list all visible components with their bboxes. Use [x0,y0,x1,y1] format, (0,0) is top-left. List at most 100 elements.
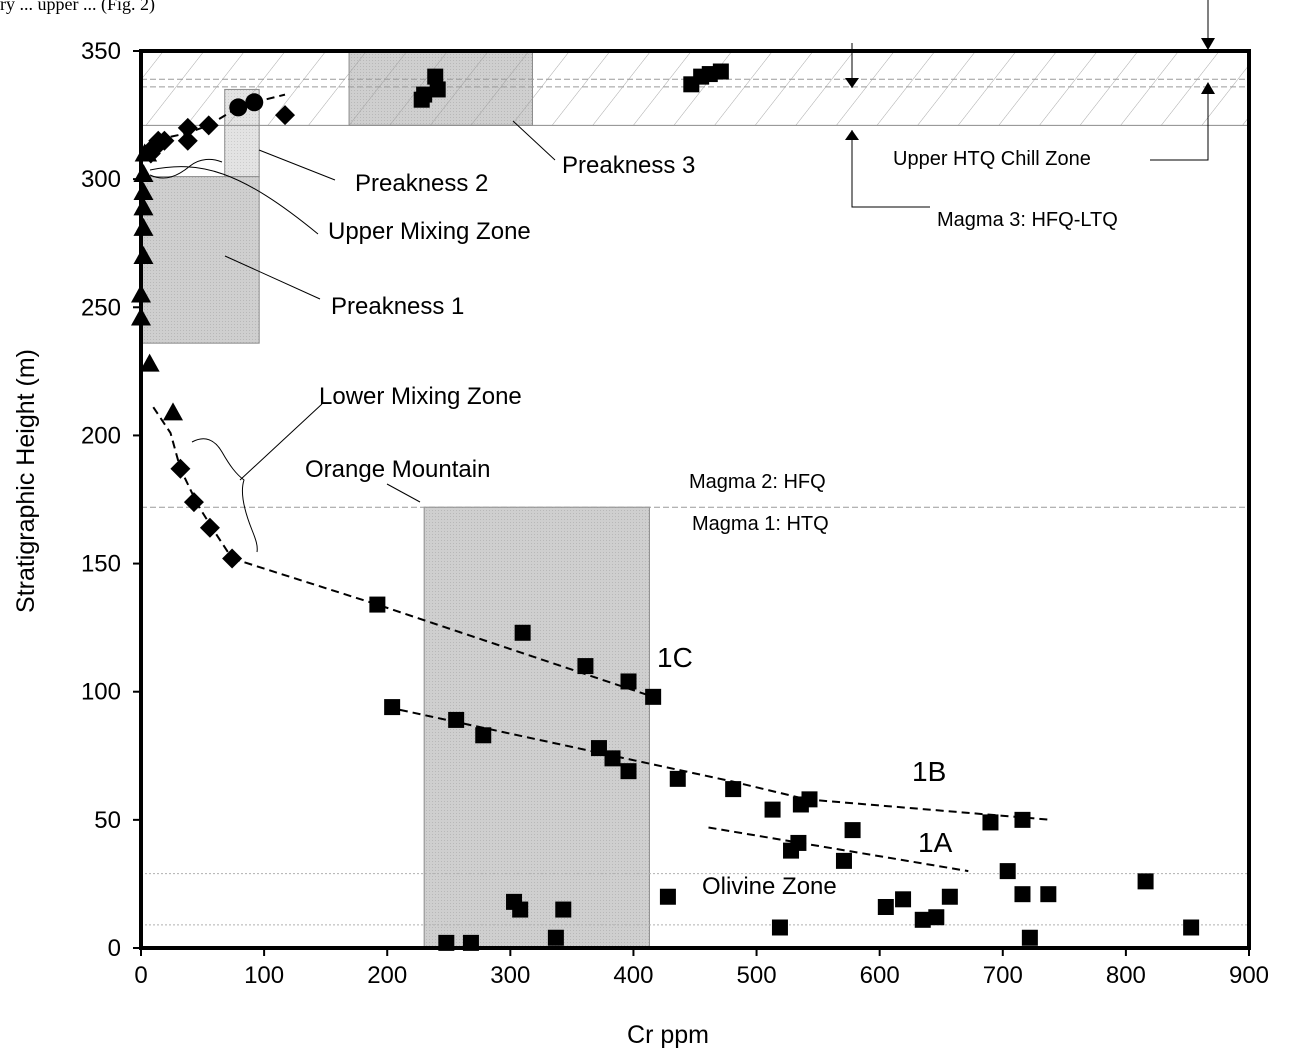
label-orange-mountain: Orange Mountain [305,456,490,483]
label-preakness-3: Preakness 3 [562,152,695,179]
y-tick-label: 350 [81,38,121,65]
square-point [801,791,818,808]
x-tick-label: 0 [134,962,147,989]
square-point [416,86,433,103]
label-preakness-2: Preakness 2 [355,170,488,197]
leader-upper-mixing-zone [149,166,319,235]
diamond-point [199,517,220,538]
diamond-point [170,458,191,479]
square-point [999,863,1016,880]
y-tick-label: 300 [81,166,121,193]
square-point [659,888,676,905]
square-point [914,911,931,928]
square-point [475,727,492,744]
square-point [1021,929,1038,946]
brace-upper-mixing-zone [149,158,223,179]
square-point [941,888,958,905]
leader-chill-zone [1150,83,1209,161]
y-tick-label: 50 [94,807,121,834]
square-point [835,852,852,869]
x-tick-label: 600 [860,962,900,989]
y-tick-label: 100 [81,679,121,706]
label-magma-3: Magma 3: HFQ-LTQ [937,209,1118,231]
trend-line-1a [708,826,969,873]
square-point [506,893,523,910]
x-axis-label: Cr ppm [627,1021,709,1048]
square-point [429,81,446,98]
square-point [771,919,788,936]
x-tick-label: 700 [983,962,1023,989]
circle-point [229,98,248,117]
leader-orange-mountain [386,483,421,503]
square-point [1183,919,1200,936]
square-point [620,673,637,690]
region-preakness-1 [140,176,260,344]
y-axis-label: Stratigraphic Height (m) [12,349,40,613]
arrow-down-chill-zone [1201,38,1215,50]
label-upper-mixing-zone: Upper Mixing Zone [328,218,531,245]
square-point [514,624,531,641]
x-tick-label: 100 [244,962,284,989]
square-point [604,750,621,767]
label-preakness-1: Preakness 1 [331,293,464,320]
label-olivine-zone: Olivine Zone [702,873,837,900]
leader-lower-mixing-zone [239,403,323,481]
square-point [448,711,465,728]
triangle-point [133,181,154,200]
circle-point [245,93,264,112]
arrow-down-magma-3 [845,78,859,88]
triangle-point [133,246,154,265]
triangle-point [163,402,184,421]
square-point [725,781,742,798]
x-tick-label: 300 [490,962,530,989]
triangle-point [133,197,154,216]
square-point [982,814,999,831]
label-1a: 1A [918,827,953,858]
square-point [1040,886,1057,903]
diamond-point [177,117,198,138]
diamond-point [183,492,204,513]
leader-preakness-1 [224,255,321,300]
x-tick-label: 900 [1229,962,1269,989]
square-point [895,891,912,908]
label-upper-htq-chill-zone: Upper HTQ Chill Zone [893,148,1091,170]
arrow-up-chill-zone [1201,82,1215,94]
leader-preakness-3 [512,120,556,161]
square-point [369,596,386,613]
label-magma-1: Magma 1: HTQ [692,513,829,535]
diamond-point [275,105,296,126]
brace-lower-mixing-zone [191,438,258,553]
trend-line-1b [386,706,1053,821]
label-lower-mixing-zone: Lower Mixing Zone [319,383,522,410]
triangle-point [133,164,154,183]
trend-line-3 [152,406,233,559]
diamond-point [198,115,219,136]
square-point [645,688,662,705]
diamond-point [222,548,243,569]
square-point [547,929,564,946]
x-tick-label: 200 [367,962,407,989]
square-point [1137,873,1154,890]
plot-frame [139,49,1251,950]
caption-fragment: ry ... upper ... (Fig. 2) [0,0,155,14]
square-point [712,63,729,80]
square-point [577,658,594,675]
diamond-point [154,130,175,151]
x-tick-label: 400 [613,962,653,989]
triangle-point [133,217,154,236]
label-1c: 1C [657,642,693,673]
label-magma-2: Magma 2: HFQ [689,471,826,493]
square-point [669,770,686,787]
y-tick-label: 150 [81,551,121,578]
square-point [620,763,637,780]
arrow-up-magma-3 [845,130,859,140]
y-tick-label: 250 [81,294,121,321]
square-point [877,898,894,915]
leader-preakness-2 [258,149,336,181]
square-point [1014,811,1031,828]
square-point [427,68,444,85]
diamond-point [177,130,198,151]
leader-magma-3 [851,130,930,208]
x-tick-label: 500 [737,962,777,989]
